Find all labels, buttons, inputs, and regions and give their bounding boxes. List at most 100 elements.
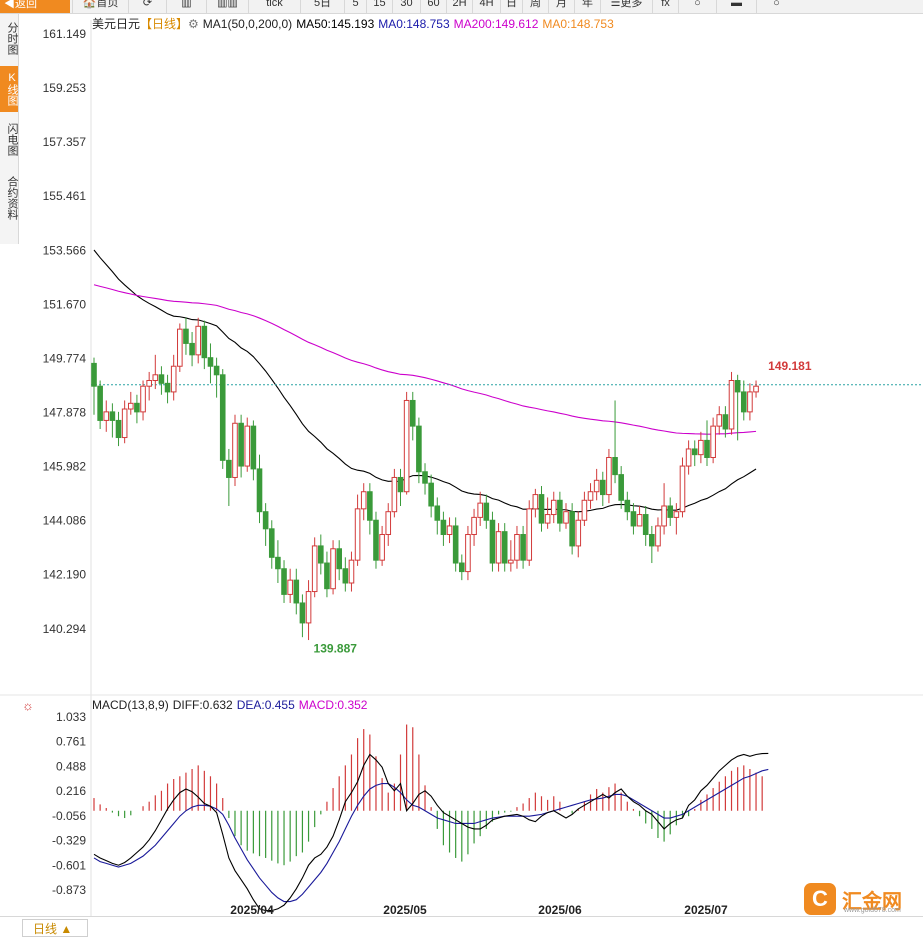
toolbar-item[interactable]: 年 xyxy=(574,0,600,13)
back-button[interactable]: ◀返回 xyxy=(0,0,70,13)
candle-body xyxy=(416,425,422,473)
toolbar-item[interactable]: 2H xyxy=(446,0,472,13)
logo-url: www.gold678.com xyxy=(844,907,901,914)
y-tick-label: 145.982 xyxy=(43,460,87,474)
toolbar-item[interactable]: ⟳ xyxy=(128,0,166,13)
candle-body xyxy=(189,342,195,356)
candle-body xyxy=(354,508,361,561)
candle-body xyxy=(606,457,612,496)
x-tick-label: 2025/06 xyxy=(538,903,582,917)
sun-icon[interactable]: ☼ xyxy=(22,698,34,713)
macd-dea: DEA:0.455 xyxy=(236,698,295,712)
candle-body xyxy=(299,602,306,624)
price-chart[interactable]: 161.149 159.253 157.357 155.461 153.566 151.6… xyxy=(0,20,923,710)
candle-body xyxy=(569,511,575,547)
toolbar-item[interactable]: ○ xyxy=(678,0,716,13)
macd-name[interactable]: MACD(13,8,9) xyxy=(92,698,169,712)
period-label: 【日线】 xyxy=(140,17,189,31)
symbol-name: 美元日元 xyxy=(92,17,141,31)
toolbar-item[interactable]: ▥▥ xyxy=(206,0,248,13)
toolbar-item[interactable]: 🏠首页 xyxy=(72,0,128,13)
candle-body xyxy=(311,545,318,593)
ma-indicator-name[interactable]: MA1(50,0,200,0) xyxy=(202,17,293,31)
toolbar-item[interactable]: ▥ xyxy=(166,0,206,13)
candle-body xyxy=(581,499,588,521)
macd-chart[interactable]: 1.033 0.761 0.488 0.216 -0.056 -0.329 -0.601 -0… xyxy=(0,708,923,918)
candle-body xyxy=(226,459,232,478)
toolbar-item[interactable]: 周 xyxy=(522,0,548,13)
toolbar-item[interactable]: 日 xyxy=(500,0,522,13)
candle-body xyxy=(661,505,667,527)
candle-body xyxy=(728,379,735,430)
toolbar-item[interactable]: 15 xyxy=(366,0,392,13)
candle-body xyxy=(324,562,330,590)
macd-y-tick-label: -0.056 xyxy=(52,809,86,823)
macd-y-tick-label: 0.488 xyxy=(56,759,86,773)
period-select-button[interactable]: 日线 ▲ xyxy=(22,919,88,937)
toolbar-item[interactable]: 5 xyxy=(344,0,366,13)
candle-body xyxy=(379,534,385,561)
candle-body xyxy=(471,516,477,536)
sidebar-item-kline[interactable]: K线图 xyxy=(0,66,18,112)
candle-body xyxy=(275,556,281,570)
toolbar-item[interactable]: fx xyxy=(652,0,678,13)
y-tick-label: 147.878 xyxy=(43,405,87,419)
toolbar-item[interactable]: ☰更多 xyxy=(600,0,652,13)
candle-body xyxy=(642,514,649,536)
macd-y-tick-label: -0.601 xyxy=(52,858,86,872)
candle-body xyxy=(489,519,496,564)
candle-body xyxy=(115,419,122,439)
toolbar-item[interactable]: 月 xyxy=(548,0,574,13)
ma0-value: MA0:148.753 xyxy=(378,17,450,31)
candle-body xyxy=(232,422,238,478)
candle-body xyxy=(238,422,244,467)
candle-body xyxy=(91,362,97,387)
sidebar-item-timeshare[interactable]: 分时图 xyxy=(6,21,18,55)
toolbar-item[interactable]: ○ xyxy=(756,0,796,13)
candle-body xyxy=(268,528,275,558)
macd-header: MACD(13,8,9) DIFF:0.632 DEA:0.455 MACD:0.35… xyxy=(92,698,371,714)
x-tick-label: 2025/07 xyxy=(684,903,728,917)
candle-body xyxy=(170,365,177,393)
toolbar-item[interactable]: 60 xyxy=(420,0,446,13)
candle-body xyxy=(630,511,637,527)
candle-body xyxy=(667,505,674,518)
candle-body xyxy=(305,591,312,624)
candle-body xyxy=(649,534,655,547)
logo-icon: C xyxy=(804,883,836,915)
toolbar-item[interactable]: tick xyxy=(248,0,300,13)
candle-body xyxy=(465,534,471,573)
candle-body xyxy=(256,468,263,513)
candle-body xyxy=(587,491,594,501)
candle-body xyxy=(550,499,557,516)
y-tick-label: 142.190 xyxy=(43,568,87,582)
sidebar-item-flash[interactable]: 闪电图 xyxy=(6,122,18,156)
candle-body xyxy=(526,508,533,561)
toolbar-item[interactable]: 5日 xyxy=(300,0,344,13)
dea-line xyxy=(93,768,769,903)
macd-y-tick-label: 0.216 xyxy=(56,784,86,798)
candle-body xyxy=(440,519,447,536)
y-tick-label: 155.461 xyxy=(43,189,87,203)
high-price-label: 149.181 xyxy=(768,359,812,373)
candle-body xyxy=(679,465,686,513)
macd-y-tick-label: -0.873 xyxy=(52,883,86,897)
candle-body xyxy=(127,402,134,410)
candle-body xyxy=(624,499,631,513)
candle-body xyxy=(385,511,392,536)
ma0b-value: MA0:148.753 xyxy=(542,17,614,31)
view-sidebar: 分时图 K线图 闪电图 合约资料 xyxy=(0,14,19,244)
macd-value: MACD:0.352 xyxy=(298,698,368,712)
candle-body xyxy=(722,414,729,430)
candle-body xyxy=(514,534,520,561)
candle-body xyxy=(213,365,220,376)
settings-icon[interactable]: ⚙ xyxy=(188,17,199,31)
ma200-line xyxy=(93,284,757,435)
sidebar-item-contract[interactable]: 合约资料 xyxy=(6,176,18,220)
candle-body xyxy=(710,425,716,459)
toolbar-item[interactable]: ▬ xyxy=(716,0,756,13)
candle-body xyxy=(636,514,643,527)
toolbar-item[interactable]: 4H xyxy=(472,0,500,13)
toolbar-item[interactable]: 30 xyxy=(392,0,420,13)
candle-body xyxy=(164,382,171,393)
